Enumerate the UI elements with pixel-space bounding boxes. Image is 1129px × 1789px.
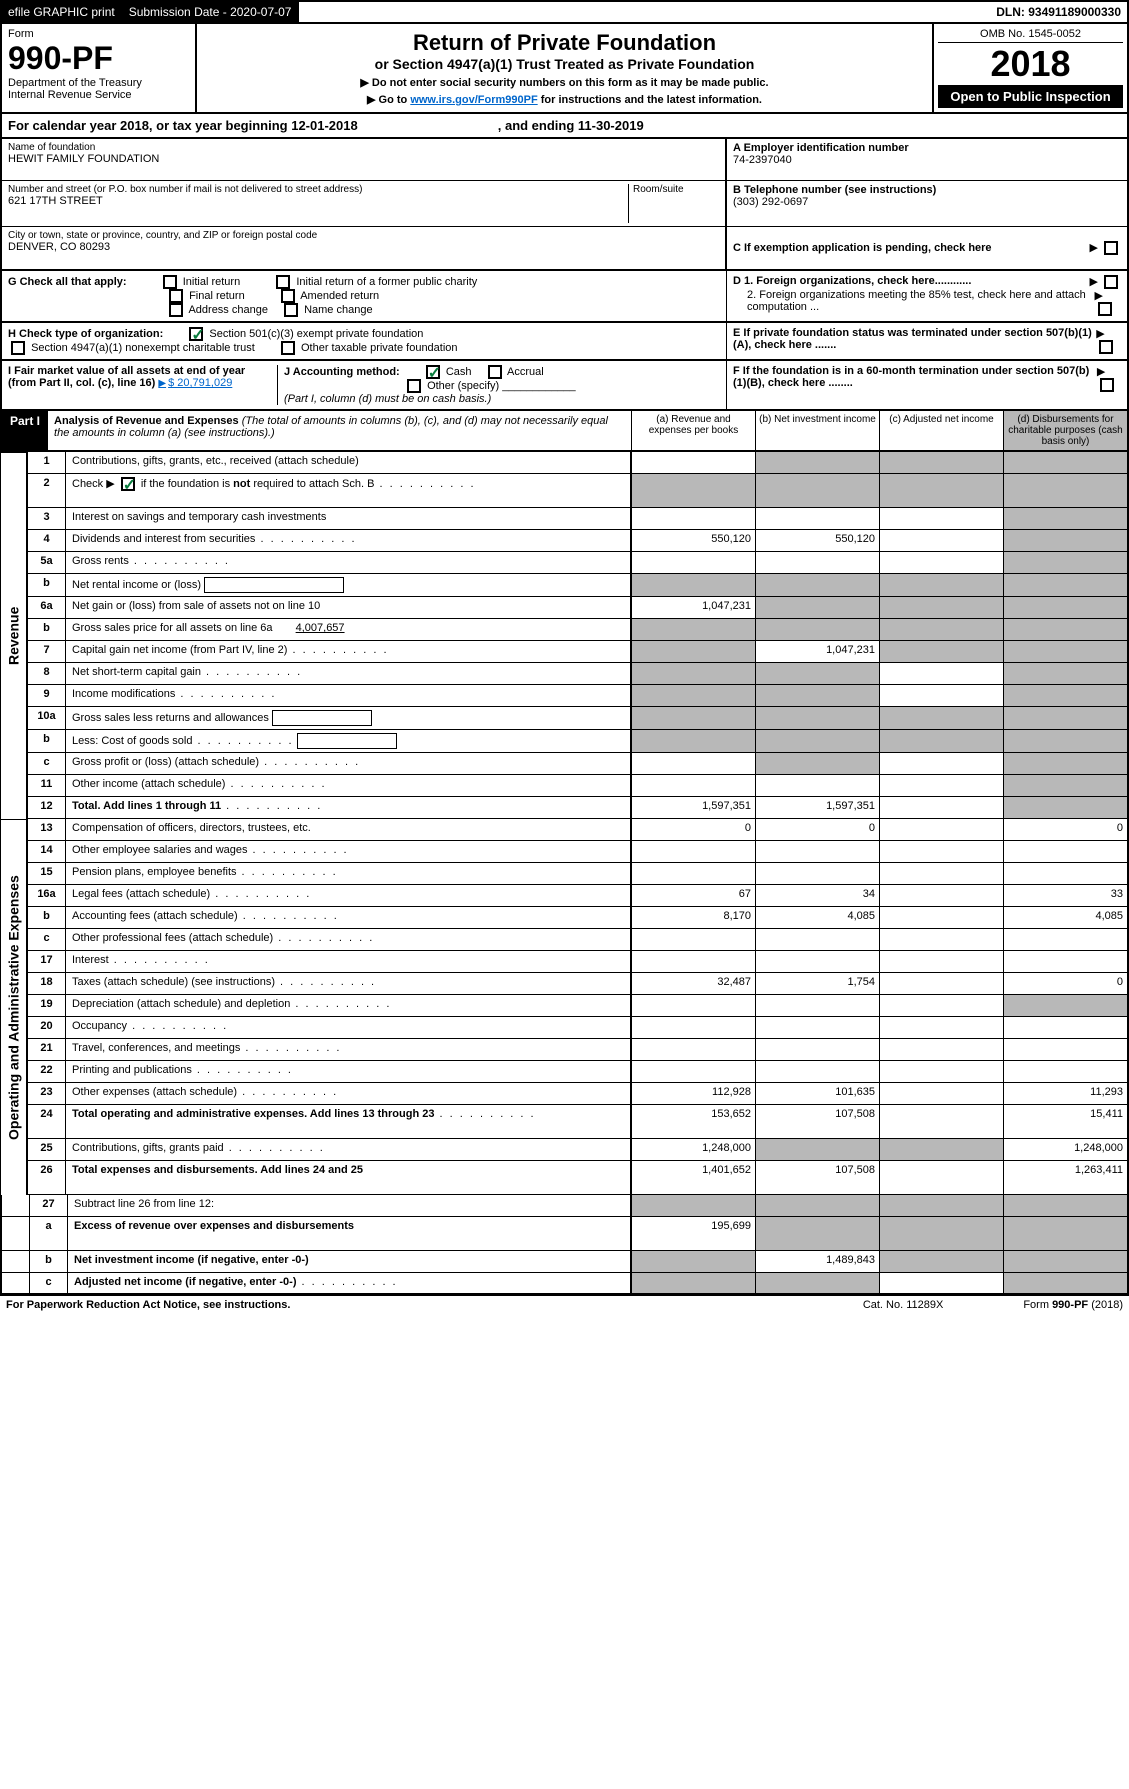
j-note: (Part I, column (d) must be on cash basi… (284, 393, 491, 405)
phone-row: B Telephone number (see instructions) (3… (727, 181, 1127, 227)
address: 621 17TH STREET (8, 195, 628, 207)
d1-checkbox[interactable] (1104, 275, 1118, 289)
g-amended-checkbox[interactable] (281, 289, 295, 303)
h-4947-checkbox[interactable] (11, 341, 25, 355)
ein-value: 74-2397040 (733, 154, 1121, 166)
g-name-checkbox[interactable] (284, 303, 298, 317)
ij-block: I Fair market value of all assets at end… (2, 361, 727, 409)
ij-block-row: I Fair market value of all assets at end… (0, 361, 1129, 411)
foundation-name: HEWIT FAMILY FOUNDATION (8, 153, 719, 165)
form-note2: ▶ Go to www.irs.gov/Form990PF for instru… (203, 93, 926, 106)
cal-year-post: , and ending 11-30-2019 (498, 118, 644, 133)
city-label: City or town, state or province, country… (8, 230, 719, 241)
form-header: Form 990-PF Department of the Treasury I… (0, 24, 1129, 114)
footer: For Paperwork Reduction Act Notice, see … (0, 1295, 1129, 1314)
col-c-head: (c) Adjusted net income (879, 411, 1003, 450)
e-checkbox[interactable] (1099, 340, 1113, 354)
j-cash-checkbox[interactable] (426, 365, 440, 379)
part1-header-row: Part I Analysis of Revenue and Expenses … (0, 411, 1129, 452)
d2-checkbox[interactable] (1098, 302, 1112, 316)
part1-label: Part I (2, 411, 48, 450)
revenue-section: Revenue 1Contributions, gifts, grants, e… (0, 452, 1129, 819)
form-subtitle: or Section 4947(a)(1) Trust Treated as P… (203, 56, 926, 72)
room-label: Room/suite (633, 184, 719, 195)
form-word: Form (8, 28, 189, 40)
form-link[interactable]: www.irs.gov/Form990PF (410, 94, 537, 106)
footer-left: For Paperwork Reduction Act Notice, see … (6, 1299, 290, 1311)
j-accrual-checkbox[interactable] (488, 365, 502, 379)
col-a-head: (a) Revenue and expenses per books (631, 411, 755, 450)
footer-form: Form 990-PF (2018) (1023, 1299, 1123, 1311)
info-block: Name of foundation HEWIT FAMILY FOUNDATI… (0, 139, 1129, 271)
g-final-checkbox[interactable] (169, 289, 183, 303)
form-right: OMB No. 1545-0052 2018 Open to Public In… (932, 24, 1127, 112)
g-label: G Check all that apply: (8, 276, 127, 288)
efile-label: efile GRAPHIC print (2, 2, 123, 22)
i-value[interactable]: $ 20,791,029 (158, 377, 232, 389)
calendar-year-row: For calendar year 2018, or tax year begi… (0, 114, 1129, 139)
foundation-name-row: Name of foundation HEWIT FAMILY FOUNDATI… (2, 139, 725, 181)
g-block: G Check all that apply: Initial return I… (2, 271, 727, 321)
part1-desc: Analysis of Revenue and Expenses (The to… (48, 411, 631, 450)
h-block-row: H Check type of organization: Section 50… (0, 323, 1129, 361)
f-checkbox[interactable] (1100, 378, 1114, 392)
phone-value: (303) 292-0697 (733, 196, 1121, 208)
open-public: Open to Public Inspection (938, 85, 1123, 108)
submission-date: Submission Date - 2020-07-07 (123, 2, 300, 22)
omb-label: OMB No. 1545-0052 (938, 28, 1123, 43)
city-value: DENVER, CO 80293 (8, 241, 719, 253)
dln-label: DLN: 93491189000330 (990, 2, 1127, 22)
info-left: Name of foundation HEWIT FAMILY FOUNDATI… (2, 139, 727, 269)
g-initial-checkbox[interactable] (163, 275, 177, 289)
g-initial-former-checkbox[interactable] (276, 275, 290, 289)
revenue-label: Revenue (0, 452, 28, 819)
form-center: Return of Private Foundation or Section … (197, 24, 932, 112)
ein-label: A Employer identification number (733, 142, 1121, 154)
form-left: Form 990-PF Department of the Treasury I… (2, 24, 197, 112)
dept-label: Department of the Treasury (8, 77, 189, 89)
address-row: Number and street (or P.O. box number if… (2, 181, 725, 227)
d-block: D 1. Foreign organizations, check here..… (727, 271, 1127, 321)
h-other-checkbox[interactable] (281, 341, 295, 355)
name-label: Name of foundation (8, 142, 719, 153)
phone-label: B Telephone number (see instructions) (733, 184, 1121, 196)
col-d-head: (d) Disbursements for charitable purpose… (1003, 411, 1127, 450)
h-block: H Check type of organization: Section 50… (2, 323, 727, 359)
addr-label: Number and street (or P.O. box number if… (8, 184, 628, 195)
city-row: City or town, state or province, country… (2, 227, 725, 269)
check-apply-block: G Check all that apply: Initial return I… (0, 271, 1129, 323)
irs-label: Internal Revenue Service (8, 89, 189, 101)
l2-checkbox[interactable] (121, 477, 135, 491)
c-label: C If exemption application is pending, c… (733, 242, 992, 254)
f-block: F If the foundation is in a 60-month ter… (727, 361, 1127, 409)
tax-year: 2018 (938, 43, 1123, 85)
col-b-head: (b) Net investment income (755, 411, 879, 450)
exemption-row: C If exemption application is pending, c… (727, 227, 1127, 269)
ein-row: A Employer identification number 74-2397… (727, 139, 1127, 181)
expenses-label: Operating and Administrative Expenses (0, 819, 28, 1195)
footer-cat: Cat. No. 11289X (863, 1299, 944, 1311)
j-label: J Accounting method: (284, 366, 400, 378)
h-label: H Check type of organization: (8, 328, 163, 340)
e-block: E If private foundation status was termi… (727, 323, 1127, 359)
header-bar: efile GRAPHIC print Submission Date - 20… (0, 0, 1129, 24)
g-address-checkbox[interactable] (169, 303, 183, 317)
h-501c3-checkbox[interactable] (189, 327, 203, 341)
j-other-checkbox[interactable] (407, 379, 421, 393)
cal-year-pre: For calendar year 2018, or tax year begi… (8, 118, 358, 133)
c-checkbox[interactable] (1104, 241, 1118, 255)
expenses-section: Operating and Administrative Expenses 13… (0, 819, 1129, 1195)
info-right: A Employer identification number 74-2397… (727, 139, 1127, 269)
form-note1: ▶ Do not enter social security numbers o… (203, 76, 926, 89)
form-number: 990-PF (8, 40, 189, 77)
form-title: Return of Private Foundation (203, 30, 926, 56)
